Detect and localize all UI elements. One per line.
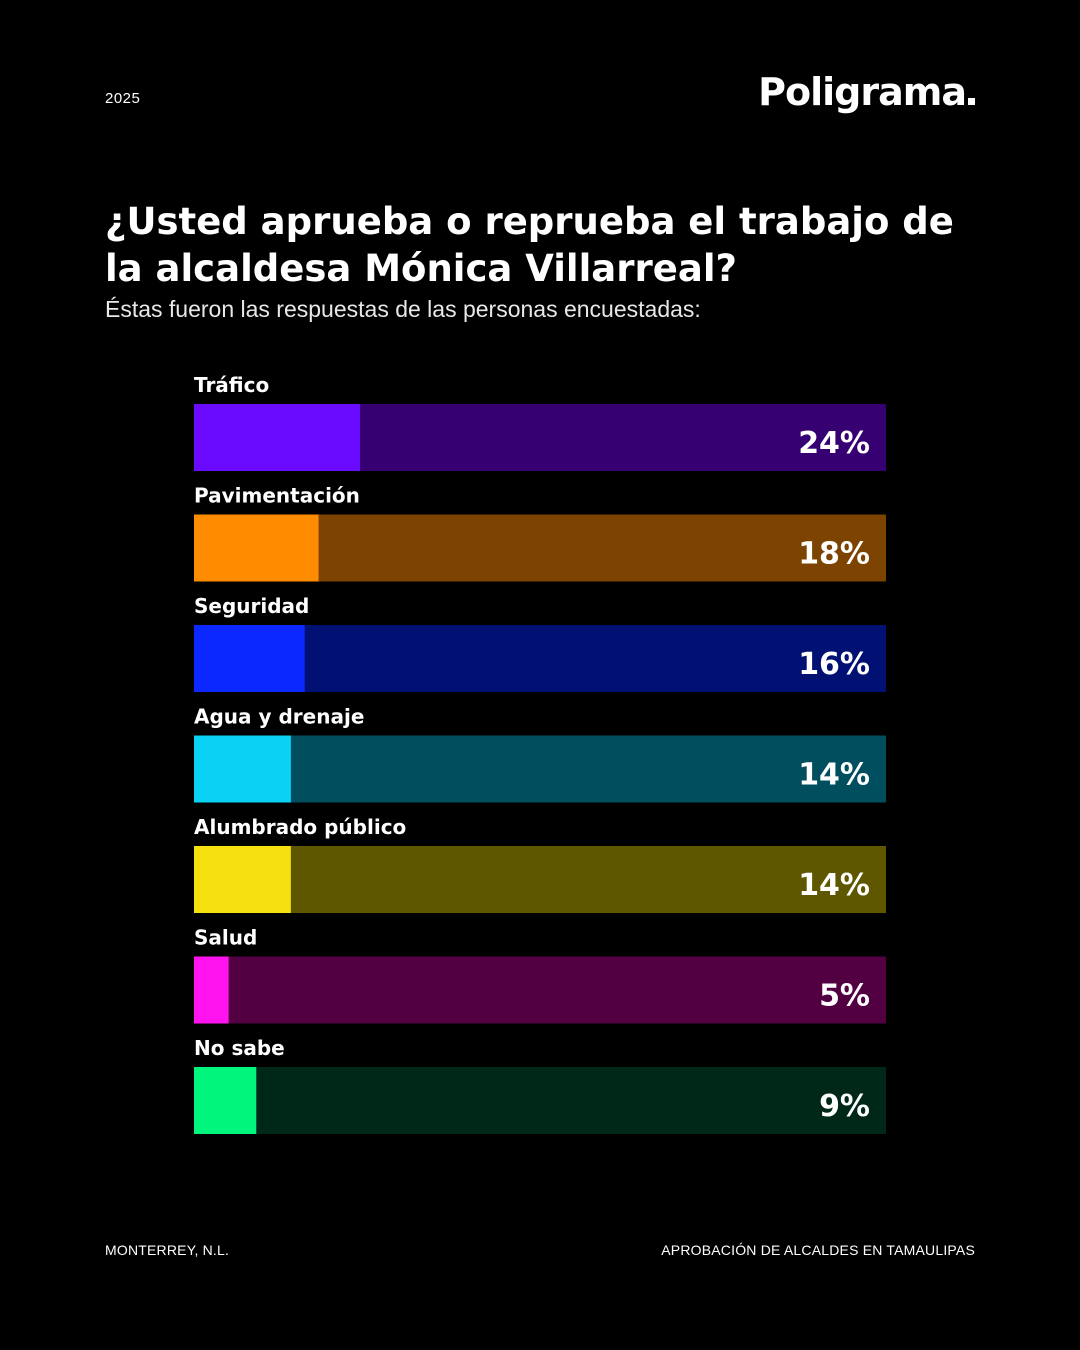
value-label: 14%: [798, 868, 870, 903]
value-label: 9%: [819, 1089, 870, 1124]
chart-subtitle: Éstas fueron las respuestas de las perso…: [105, 296, 701, 322]
bar-row-salud: Salud 5%: [194, 926, 886, 1024]
category-label: Alumbrado público: [194, 815, 406, 839]
value-label: 24%: [798, 426, 870, 461]
bar-track: [194, 956, 886, 1024]
bar-fill: [194, 514, 319, 582]
bar-row-seguridad: Seguridad 16%: [194, 594, 886, 692]
value-label: 14%: [798, 758, 870, 793]
bar-row-agua-y-drenaje: Agua y drenaje 14%: [194, 705, 886, 803]
year-label: 2025: [105, 90, 141, 107]
bar-row-trafico: Tráfico 24%: [194, 373, 886, 471]
bar-track: [194, 735, 886, 803]
bar-fill: [194, 735, 291, 803]
category-label: Tráfico: [194, 373, 269, 397]
bar-fill: [194, 625, 305, 692]
bar-fill: [194, 846, 291, 913]
bar-track: [194, 846, 886, 913]
bar-fill: [194, 404, 361, 471]
brand-logo-text: Poligrama: [758, 70, 967, 114]
bar-row-pavimentacion: Pavimentación 18%: [194, 484, 886, 582]
value-label: 5%: [819, 979, 870, 1014]
bar-track: [194, 625, 886, 692]
bar-chart: Tráfico 24% Pavimentación 18% Seguridad 16% Ag…: [194, 373, 886, 1134]
chart-title: ¿Usted aprueba o reprueba el trabajo de …: [105, 200, 954, 290]
footer-series-title: APROBACIÓN DE ALCALDES EN TAMAULIPAS: [661, 1242, 975, 1258]
value-label: 18%: [798, 537, 870, 572]
category-label: No sabe: [194, 1036, 285, 1060]
footer-location: MONTERREY, N.L.: [105, 1242, 230, 1258]
category-label: Seguridad: [194, 594, 309, 618]
category-label: Pavimentación: [194, 484, 360, 508]
bar-fill: [194, 1067, 257, 1134]
category-label: Salud: [194, 926, 257, 950]
bar-fill: [194, 956, 229, 1024]
category-label: Agua y drenaje: [194, 705, 364, 729]
bar-row-alumbrado-publico: Alumbrado público 14%: [194, 815, 886, 913]
bar-row-no-sabe: No sabe 9%: [194, 1036, 886, 1134]
bar-track: [194, 1067, 886, 1134]
brand-logo: Poligrama: [758, 70, 975, 114]
value-label: 16%: [798, 647, 870, 682]
logo-dot-icon: [968, 98, 975, 105]
